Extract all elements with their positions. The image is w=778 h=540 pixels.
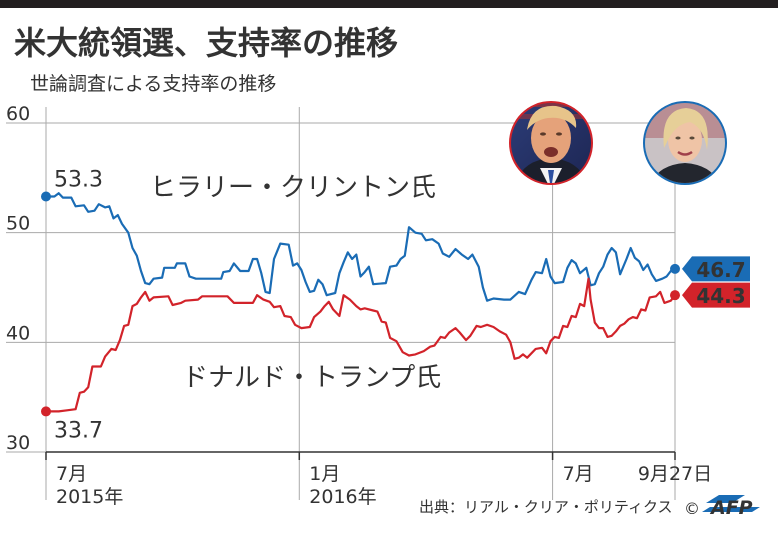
series-end-label-1: 44.3 [696, 284, 745, 308]
x-tick-label-0: 7月 [56, 463, 87, 485]
x-tick-sublabel-0: 2015年 [56, 486, 123, 508]
series-end-point-1 [670, 290, 680, 301]
chart-title: 米大統領選、支持率の推移 [14, 24, 398, 62]
afp-logo: AFP [702, 495, 760, 519]
svg-text:AFP: AFP [709, 497, 753, 519]
x-tick-label-1: 1月 [309, 463, 340, 485]
series-labels: 53.3 46.7 ヒラリー・クリントン氏 33.7 44.3 ドナルド・トランプ氏 [54, 167, 750, 443]
clinton-portrait [643, 101, 727, 185]
series-end-label-0: 46.7 [696, 258, 745, 282]
series-end-callout-0 [682, 256, 750, 282]
source-note: 出典：リアル・クリア・ポリティクス [419, 498, 673, 516]
series-lines [41, 191, 680, 417]
x-tick-sublabel-1: 2016年 [309, 486, 376, 508]
y-tick-label-40: 40 [6, 322, 30, 344]
series-line-0 [46, 192, 676, 302]
series-name-0: ヒラリー・クリントン氏 [150, 173, 436, 203]
chart-subtitle: 世論調査による支持率の推移 [30, 73, 276, 95]
series-start-point-0 [41, 191, 51, 202]
x-tick-label-3: 9月27日 [638, 463, 712, 485]
series-start-label-1: 33.7 [54, 418, 103, 443]
series-name-1: ドナルド・トランプ氏 [182, 363, 441, 393]
y-tick-label-60: 60 [6, 103, 30, 125]
series-start-label-0: 53.3 [54, 167, 103, 192]
series-line-1 [46, 277, 676, 413]
gridlines [6, 107, 676, 500]
y-tick-label-50: 50 [6, 213, 30, 235]
series-end-callout-1 [682, 282, 750, 308]
series-start-point-1 [41, 406, 51, 417]
copyright-mark: © [684, 499, 700, 518]
top-bar [0, 0, 778, 8]
y-tick-label-30: 30 [6, 432, 30, 454]
series-end-point-0 [670, 263, 680, 274]
x-tick-label-2: 7月 [563, 463, 594, 485]
trump-portrait [509, 101, 593, 185]
y-axis-ticks: 30 40 50 60 [6, 103, 30, 454]
